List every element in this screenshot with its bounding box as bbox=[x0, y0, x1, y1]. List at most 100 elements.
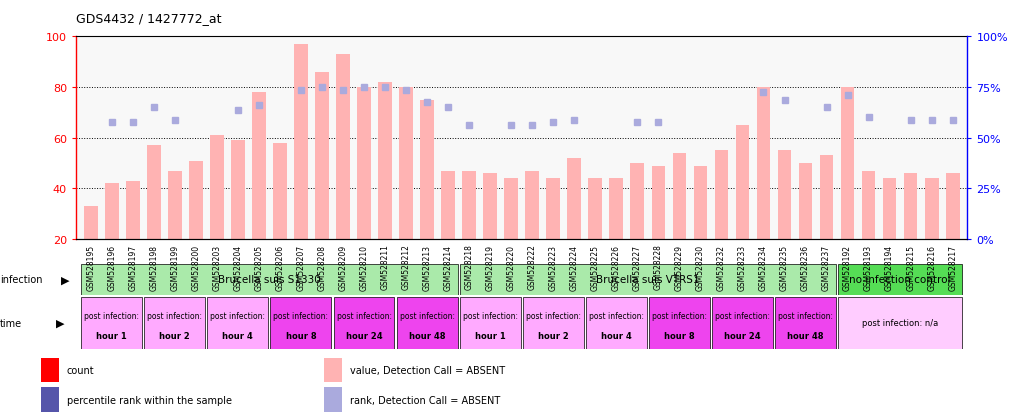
Text: GSM528192: GSM528192 bbox=[843, 244, 852, 290]
Text: post infection:: post infection: bbox=[211, 311, 265, 320]
Bar bbox=[838, 297, 962, 349]
Text: GSM528235: GSM528235 bbox=[780, 244, 789, 290]
Bar bbox=[189, 161, 203, 290]
Bar bbox=[315, 73, 329, 290]
Text: GSM528219: GSM528219 bbox=[485, 244, 494, 290]
Bar bbox=[420, 100, 434, 290]
Text: rank, Detection Call = ABSENT: rank, Detection Call = ABSENT bbox=[350, 395, 500, 405]
Text: GSM528207: GSM528207 bbox=[297, 244, 306, 290]
Text: post infection: n/a: post infection: n/a bbox=[862, 319, 938, 328]
Bar bbox=[399, 88, 413, 290]
Text: Brucella suis S1330: Brucella suis S1330 bbox=[218, 275, 321, 285]
Text: GSM528216: GSM528216 bbox=[927, 244, 936, 290]
Text: hour 24: hour 24 bbox=[345, 332, 382, 341]
Bar bbox=[126, 181, 140, 290]
Bar bbox=[841, 88, 854, 290]
Text: hour 1: hour 1 bbox=[96, 332, 127, 341]
Text: post infection:: post infection: bbox=[463, 311, 518, 320]
Text: post infection:: post infection: bbox=[274, 311, 328, 320]
Bar bbox=[757, 88, 770, 290]
Bar bbox=[81, 297, 142, 349]
Bar bbox=[210, 136, 224, 290]
Bar bbox=[270, 297, 331, 349]
Text: GSM528212: GSM528212 bbox=[401, 244, 410, 290]
Text: infection: infection bbox=[0, 275, 43, 285]
Bar bbox=[324, 358, 342, 382]
Text: GSM528211: GSM528211 bbox=[381, 244, 390, 290]
Bar bbox=[208, 297, 268, 349]
Bar bbox=[694, 166, 707, 290]
Text: Brucella suis VTRS1: Brucella suis VTRS1 bbox=[596, 275, 700, 285]
Text: GSM528217: GSM528217 bbox=[948, 244, 957, 290]
Text: GSM528232: GSM528232 bbox=[717, 244, 726, 290]
Text: post infection:: post infection: bbox=[652, 311, 707, 320]
Bar bbox=[651, 166, 666, 290]
Bar bbox=[333, 297, 394, 349]
Bar bbox=[862, 171, 875, 290]
Bar bbox=[712, 297, 773, 349]
Text: GSM528210: GSM528210 bbox=[360, 244, 369, 290]
Bar bbox=[462, 171, 476, 290]
Text: hour 24: hour 24 bbox=[724, 332, 761, 341]
Bar bbox=[630, 164, 644, 290]
Bar bbox=[442, 171, 455, 290]
Text: hour 48: hour 48 bbox=[409, 332, 446, 341]
Text: GSM528208: GSM528208 bbox=[317, 244, 326, 290]
Text: GSM528209: GSM528209 bbox=[338, 244, 347, 290]
Bar bbox=[778, 151, 791, 290]
Text: GSM528205: GSM528205 bbox=[254, 244, 263, 290]
Text: GSM528226: GSM528226 bbox=[612, 244, 621, 290]
Text: percentile rank within the sample: percentile rank within the sample bbox=[67, 395, 232, 405]
Bar bbox=[798, 164, 812, 290]
Text: GDS4432 / 1427772_at: GDS4432 / 1427772_at bbox=[76, 12, 222, 25]
Bar bbox=[567, 159, 581, 290]
Text: GSM528214: GSM528214 bbox=[444, 244, 453, 290]
Bar bbox=[838, 264, 962, 295]
Bar bbox=[460, 297, 521, 349]
Bar bbox=[274, 143, 287, 290]
Text: post infection:: post infection: bbox=[778, 311, 833, 320]
Text: post infection:: post infection: bbox=[147, 311, 203, 320]
Text: post infection:: post infection: bbox=[526, 311, 580, 320]
Text: ▶: ▶ bbox=[56, 318, 64, 328]
Text: GSM528197: GSM528197 bbox=[129, 244, 137, 290]
Bar bbox=[41, 387, 59, 411]
Bar bbox=[546, 179, 560, 290]
Bar bbox=[378, 83, 392, 290]
Text: GSM528222: GSM528222 bbox=[528, 244, 537, 290]
Text: no infection control: no infection control bbox=[849, 275, 951, 285]
Text: hour 2: hour 2 bbox=[159, 332, 190, 341]
Bar bbox=[735, 126, 750, 290]
Bar bbox=[526, 171, 539, 290]
Text: hour 4: hour 4 bbox=[223, 332, 253, 341]
Text: GSM528230: GSM528230 bbox=[696, 244, 705, 290]
Text: GSM528227: GSM528227 bbox=[633, 244, 642, 290]
Text: GSM528200: GSM528200 bbox=[191, 244, 201, 290]
Text: GSM528218: GSM528218 bbox=[465, 244, 474, 290]
Text: GSM528215: GSM528215 bbox=[907, 244, 915, 290]
Bar bbox=[904, 174, 918, 290]
Bar bbox=[586, 297, 646, 349]
Text: hour 8: hour 8 bbox=[286, 332, 316, 341]
Bar bbox=[84, 206, 97, 290]
Bar bbox=[252, 93, 265, 290]
Bar bbox=[523, 297, 583, 349]
Text: GSM528193: GSM528193 bbox=[864, 244, 873, 290]
Text: time: time bbox=[0, 318, 22, 328]
Text: post infection:: post infection: bbox=[589, 311, 644, 320]
Bar bbox=[673, 154, 686, 290]
Text: GSM528229: GSM528229 bbox=[675, 244, 684, 290]
Bar bbox=[81, 264, 458, 295]
Text: hour 2: hour 2 bbox=[538, 332, 568, 341]
Bar bbox=[483, 174, 497, 290]
Bar bbox=[147, 146, 161, 290]
Text: GSM528233: GSM528233 bbox=[737, 244, 747, 290]
Bar bbox=[460, 264, 836, 295]
Text: GSM528234: GSM528234 bbox=[759, 244, 768, 290]
Text: GSM528203: GSM528203 bbox=[213, 244, 221, 290]
Bar bbox=[610, 179, 623, 290]
Text: hour 8: hour 8 bbox=[665, 332, 695, 341]
Bar bbox=[168, 171, 181, 290]
Bar bbox=[324, 387, 342, 411]
Bar bbox=[336, 55, 349, 290]
